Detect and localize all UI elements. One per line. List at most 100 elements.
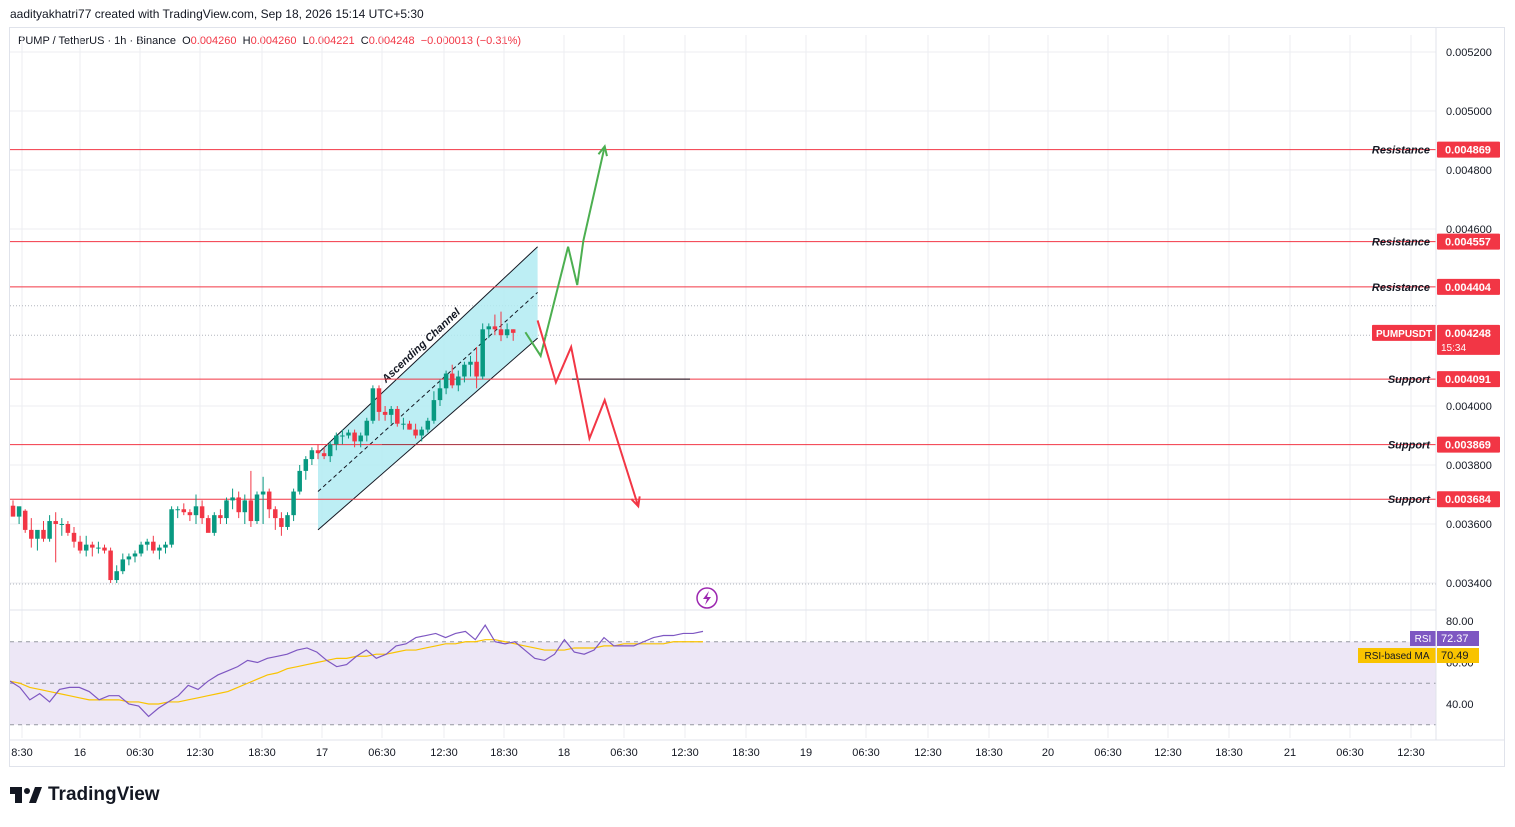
- candle-body: [71, 532, 77, 542]
- tradingview-logo[interactable]: TradingView: [10, 784, 160, 806]
- price-axis-tick: 0.003400: [1446, 578, 1492, 590]
- time-axis-tick: 06:30: [1336, 747, 1364, 759]
- level-price-value: 0.004869: [1445, 145, 1491, 157]
- candles: [10, 311, 516, 583]
- candle-body: [53, 521, 58, 524]
- candle-body: [248, 500, 254, 522]
- candle-body: [212, 515, 217, 533]
- time-axis-tick: 12:30: [671, 747, 699, 759]
- rsi-name-label: RSI: [1415, 634, 1432, 645]
- rsi-line: [9, 624, 704, 718]
- rsi-ma-value-tag: [1437, 648, 1479, 663]
- rsi-name-tag: [1410, 631, 1436, 646]
- candle-body: [474, 361, 479, 377]
- time-axis-tick: 18:30: [1215, 747, 1243, 759]
- open-label: O: [182, 35, 191, 47]
- price-axis-tick: 0.005000: [1446, 106, 1492, 118]
- level-label: Support: [1388, 374, 1431, 386]
- tradingview-wordmark: TradingView: [48, 784, 160, 805]
- candle-body: [132, 553, 138, 557]
- time-axis-tick: 12:30: [914, 747, 942, 759]
- time-axis-tick: 12:30: [1154, 747, 1182, 759]
- time-axis-tick: 12:30: [1397, 747, 1425, 759]
- candle-body: [199, 506, 205, 519]
- level-price-tag: [1437, 141, 1500, 158]
- rsi-value-label: 72.37: [1441, 633, 1469, 645]
- candle-body: [242, 500, 248, 513]
- candle-body: [273, 509, 278, 519]
- candle-body: [340, 435, 345, 437]
- candle-body: [462, 364, 467, 377]
- price-axis-tick: 0.004800: [1446, 165, 1492, 177]
- candle-body: [413, 429, 418, 436]
- candle-body: [193, 506, 199, 516]
- candle-body: [437, 388, 443, 401]
- ohlc-legend: PUMP / TetherUS · 1h · Binance O0.004260…: [18, 35, 521, 47]
- candle-body: [29, 529, 34, 539]
- level-label: Support: [1388, 494, 1431, 506]
- candle-body: [407, 423, 412, 430]
- rsi-value-tag: [1437, 631, 1479, 646]
- bearish-projection-path: [536, 320, 640, 507]
- channel-upper-line: [317, 246, 538, 454]
- candle-body: [370, 388, 376, 421]
- candle-body: [151, 541, 156, 551]
- time-axis-tick: 06:30: [368, 747, 396, 759]
- candle-body: [260, 491, 266, 495]
- time-axis-tick: 18: [558, 747, 570, 759]
- candle-body: [309, 450, 315, 460]
- candle-body: [334, 435, 339, 445]
- candle-body: [425, 420, 431, 430]
- candle-body: [456, 376, 461, 386]
- bearish-arrow-head: [630, 496, 641, 509]
- high-label: H: [242, 35, 251, 47]
- symbol-tag-label: PUMPUSDT: [1376, 329, 1432, 340]
- candle-body: [205, 518, 211, 533]
- current-price-value: 0.004248: [1445, 328, 1491, 340]
- rsi-ma-value-label: 70.49: [1441, 650, 1469, 662]
- candle-body: [144, 541, 150, 545]
- candle-body: [181, 509, 187, 513]
- author-caption: aadityakhatri77 created with TradingView…: [10, 7, 424, 21]
- candle-body: [285, 515, 290, 527]
- symbol-tag: [1372, 324, 1436, 341]
- candle-body: [401, 423, 406, 425]
- candle-body: [22, 510, 28, 530]
- open-value: 0.004260: [190, 35, 237, 47]
- close-value: 0.004248: [368, 35, 415, 47]
- time-axis-tick: 12:30: [430, 747, 458, 759]
- level-price-tag: [1437, 436, 1500, 453]
- symbol-label[interactable]: PUMP / TetherUS · 1h · Binance: [18, 35, 176, 47]
- candle-body: [108, 550, 113, 581]
- bar-countdown: 15:34: [1441, 343, 1466, 354]
- candle-body: [163, 544, 168, 548]
- rsi-ma-name-label: RSI-based MA: [1364, 651, 1429, 662]
- candle-body: [266, 491, 272, 510]
- levels: Resistance 0.004869 Resistance 0.004557 Resi…: [10, 141, 1500, 508]
- candle-body: [492, 326, 498, 330]
- level-price-value: 0.004091: [1445, 374, 1491, 386]
- candle-body: [510, 329, 516, 333]
- time-axis-tick: 8:30: [11, 747, 32, 759]
- tradingview-mark-icon: [10, 787, 42, 803]
- candle-body: [187, 512, 193, 516]
- candle-body: [175, 509, 180, 511]
- time-axis-tick: 16: [74, 747, 86, 759]
- time-axis-tick: 18:30: [975, 747, 1003, 759]
- time-axis-tick: 20: [1042, 747, 1054, 759]
- time-axis-tick: 19: [800, 747, 812, 759]
- candle-body: [16, 506, 22, 517]
- level-price-value: 0.003684: [1445, 494, 1492, 506]
- time-axis-tick: 17: [316, 747, 328, 759]
- level-label: Support: [1388, 440, 1431, 452]
- candle-body: [291, 491, 296, 516]
- candle-body: [41, 529, 46, 539]
- candle-body: [468, 361, 473, 365]
- candle-body: [443, 373, 449, 389]
- candle-body: [382, 411, 388, 415]
- close-label: C: [360, 35, 369, 47]
- candle-body: [321, 453, 327, 457]
- candle-body: [96, 547, 101, 549]
- change-value: −0.000013 (−0.31%): [420, 35, 522, 47]
